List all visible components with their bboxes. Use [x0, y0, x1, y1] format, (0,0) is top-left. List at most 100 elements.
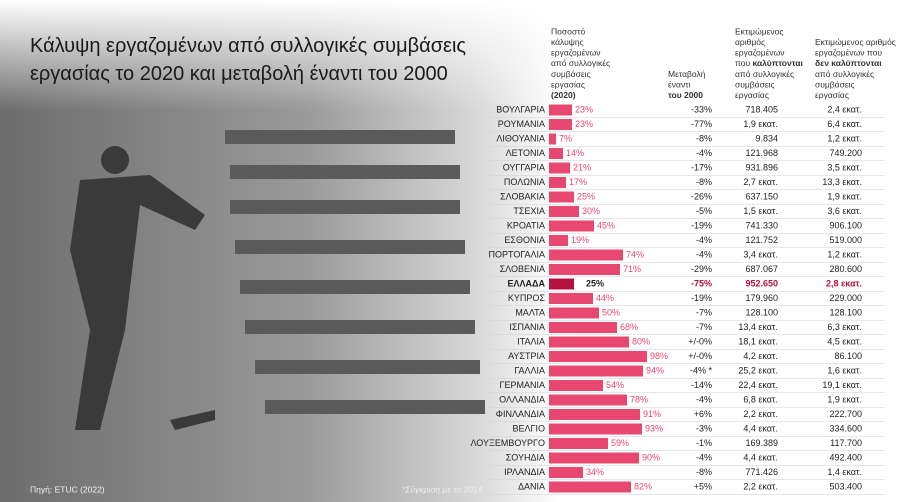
value-label: 93%: [645, 423, 663, 433]
covered-label: 1,5 εκατ.: [743, 206, 778, 216]
value-label: 23%: [575, 119, 593, 129]
header-text: συμβάσεις: [815, 80, 855, 90]
covered-label: 9.834: [755, 133, 778, 143]
column-header: εργαζομένων: [551, 48, 601, 58]
column-header: κάλυψης: [551, 37, 584, 47]
country-label: ΜΑΛΤΑ: [515, 307, 545, 317]
country-label: ΒΟΥΛΓΑΡΙΑ: [496, 104, 545, 114]
value-label: 21%: [573, 162, 591, 172]
not-covered-label: 86.100: [834, 351, 862, 361]
not-covered-label: 334.600: [829, 423, 862, 433]
change-label: -8%: [696, 133, 712, 143]
header-text: έναντι: [668, 80, 691, 90]
change-label: -8%: [696, 177, 712, 187]
header-text: κάλυψης: [551, 37, 584, 47]
covered-label: 4,2 εκατ.: [743, 351, 778, 361]
column-header: συμβάσεις: [735, 80, 775, 90]
bar: [549, 409, 640, 420]
country-label: ΔΑΝΙΑ: [518, 481, 545, 491]
change-label: -7%: [696, 322, 712, 332]
covered-label: 18,1 εκατ.: [738, 336, 778, 346]
change-label: -19%: [691, 220, 712, 230]
covered-label: 2,2 εκατ.: [743, 409, 778, 419]
country-label: ΠΟΡΤΟΓΑΛΙΑ: [489, 249, 546, 259]
value-label: 25%: [586, 278, 604, 288]
column-header: του 2000: [668, 90, 703, 100]
bar: [549, 293, 593, 304]
column-header: συμβάσεις: [551, 69, 591, 79]
header-text: συμβάσεις: [551, 69, 591, 79]
not-covered-label: 906.100: [829, 220, 862, 230]
column-header: συμβάσεις: [815, 80, 855, 90]
value-label: 25%: [577, 191, 595, 201]
not-covered-label: 6,3 εκατ.: [827, 322, 862, 332]
header-text: (2020): [551, 90, 576, 100]
value-label: 34%: [586, 467, 604, 477]
bar: [549, 307, 599, 319]
header-text: καλύπτονται: [752, 58, 803, 68]
bar: [549, 336, 629, 348]
covered-label: 179.960: [745, 293, 778, 303]
value-label: 68%: [620, 322, 638, 332]
covered-label: 771.426: [745, 467, 778, 477]
bar: [549, 148, 563, 159]
value-label: 91%: [643, 409, 661, 419]
column-header: έναντι: [668, 80, 691, 90]
bar: [549, 249, 623, 261]
not-covered-label: 1,6 εκατ.: [827, 365, 862, 375]
value-label: 78%: [630, 394, 648, 404]
value-label: 94%: [646, 365, 664, 375]
value-label: 17%: [569, 177, 587, 187]
header-text: εργασίας: [551, 80, 585, 90]
not-covered-label: 519.000: [829, 235, 862, 245]
change-label: -1%: [696, 438, 712, 448]
covered-label: 128.100: [745, 307, 778, 317]
country-label: ΑΥΣΤΡΙΑ: [508, 351, 545, 361]
column-header: από συλλογικές: [735, 69, 794, 79]
photo-fade: [0, 0, 560, 502]
bar: [549, 235, 568, 246]
not-covered-label: 222.700: [829, 409, 862, 419]
bar: [549, 351, 647, 362]
column-header: εργασίας: [551, 80, 585, 90]
value-label: 74%: [626, 249, 644, 259]
country-label: ΣΛΟΒΕΝΙΑ: [500, 264, 545, 274]
covered-label: 2,7 εκατ.: [743, 177, 778, 187]
bar: [549, 206, 579, 217]
bar: [549, 380, 603, 391]
bar: [549, 452, 639, 464]
covered-label: 22,4 εκατ.: [738, 380, 778, 390]
source: Πηγή: ETUC (2022): [30, 484, 105, 494]
header-text: εργαζομένων: [735, 48, 785, 58]
value-label: 71%: [623, 264, 641, 274]
not-covered-label: 280.600: [829, 264, 862, 274]
change-label: -4%: [696, 148, 712, 158]
change-label: +/-0%: [688, 336, 712, 346]
not-covered-label: 4,5 εκατ.: [827, 336, 862, 346]
header-text: αριθμός: [735, 37, 765, 47]
country-label: ΙΡΛΑΝΔΙΑ: [504, 467, 545, 477]
header-text: Μεταβολή: [668, 69, 706, 79]
value-label: 82%: [634, 481, 652, 491]
header-text: από συλλογικές: [815, 69, 874, 79]
not-covered-label: 1,9 εκατ.: [827, 394, 862, 404]
not-covered-label: 1,2 εκατ.: [827, 249, 862, 259]
header-text: που: [735, 58, 752, 68]
change-label: +/-0%: [688, 351, 712, 361]
bar: [549, 423, 642, 435]
bar: [549, 119, 572, 130]
not-covered-label: 6,4 εκατ.: [827, 119, 862, 129]
header-text: συμβάσεις: [735, 80, 775, 90]
change-label: -5%: [696, 206, 712, 216]
header-text: από συλλογικές: [551, 58, 610, 68]
change-label: -77%: [691, 119, 712, 129]
change-label: -4%: [696, 249, 712, 259]
bar: [549, 162, 570, 174]
value-label: 50%: [602, 307, 620, 317]
header-text: εργαζομένων: [551, 48, 601, 58]
country-label: ΙΤΑΛΙΑ: [517, 336, 545, 346]
country-label: ΕΛΛΑΔΑ: [508, 278, 546, 288]
bar: [549, 220, 594, 232]
change-label: -33%: [691, 104, 712, 114]
not-covered-label: 13,3 εκατ.: [822, 177, 862, 187]
